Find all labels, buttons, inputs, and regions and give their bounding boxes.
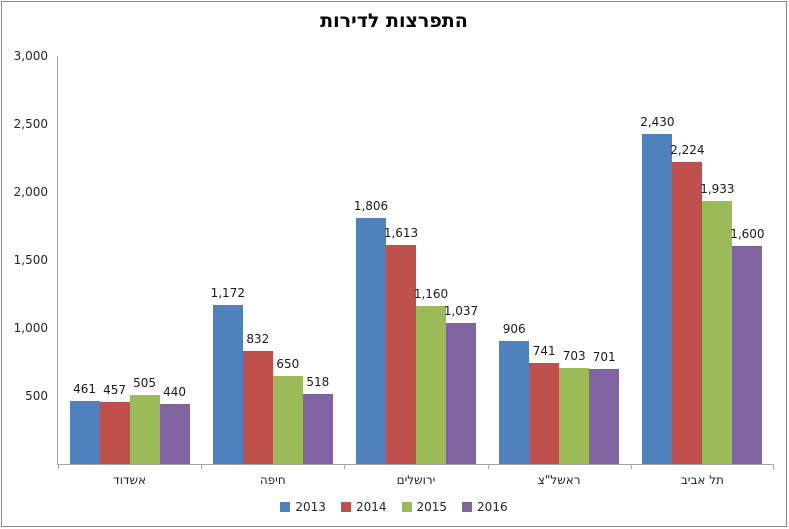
bar-value-label: 505 [133, 376, 157, 391]
bar-value-label: 1,160 [413, 287, 449, 302]
legend-item-2016: 2016 [462, 500, 508, 514]
x-axis-category-label: חיפה [259, 473, 286, 487]
bar-2015 [416, 306, 446, 464]
x-axis-category-label: ראשל"צ [537, 473, 581, 487]
chart-title: התפרצות לדירות [320, 10, 468, 32]
bar-2013 [642, 133, 673, 464]
bar-value-label: 1,933 [700, 182, 735, 197]
bar-2016 [589, 368, 620, 464]
legend: 2013 2014 2015 2016 [2, 498, 786, 516]
bar-2013 [212, 304, 243, 464]
y-axis: 500 1,000 1,500 2,000 2,500 3,000 [2, 49, 48, 464]
bar-value-label: 518 [306, 374, 330, 389]
legend-swatch-icon [340, 502, 351, 512]
bar-value-label: 1,037 [443, 303, 479, 318]
y-axis-tick-label: 1,500 [13, 253, 48, 267]
bar-2016 [446, 322, 476, 464]
bar-2013 [69, 401, 100, 464]
bar-2014 [386, 244, 416, 464]
bar-value-label: 457 [103, 382, 127, 397]
bar-2014 [242, 350, 273, 464]
legend-swatch-icon [462, 502, 473, 512]
bar-2013 [356, 218, 386, 464]
x-axis-category-label: תל אביב [680, 473, 724, 487]
legend-item-2014: 2014 [340, 500, 387, 514]
bar-value-label: 1,806 [353, 199, 389, 214]
bar-value-label: 650 [276, 356, 300, 371]
bar-2015 [559, 368, 590, 464]
y-axis-tick-label: 2,000 [13, 185, 48, 199]
legend-swatch-icon [401, 502, 412, 512]
x-axis-tick [631, 464, 632, 469]
bar-value-label: 1,613 [383, 225, 419, 240]
bar-2014 [529, 363, 560, 464]
bar-value-label: 701 [592, 349, 616, 364]
legend-swatch-icon [280, 502, 291, 512]
bar-value-label: 906 [502, 321, 526, 336]
bar-2015 [129, 395, 160, 464]
bar-2016 [732, 246, 763, 464]
y-axis-tick-label: 3,000 [13, 49, 48, 63]
bar-value-label: 1,600 [730, 227, 765, 242]
bar-2014 [99, 401, 130, 464]
x-axis-tick [201, 464, 202, 469]
legend-label: 2016 [477, 500, 508, 514]
bar-value-label: 832 [246, 331, 270, 346]
plot-area: 461 457 505 440 אשדוד 1,172 832 650 518 חיפה 1,806… [57, 56, 774, 487]
x-axis-tick [344, 464, 345, 469]
bar-2015 [702, 201, 733, 464]
bar-value-label: 461 [73, 382, 97, 397]
bar-2015 [272, 375, 303, 464]
x-axis-category-label: ירושלים [396, 473, 436, 487]
bar-2016 [302, 393, 333, 464]
legend-label: 2013 [295, 500, 326, 514]
bar-2014 [672, 161, 703, 464]
bar-value-label: 1,172 [210, 285, 245, 300]
legend-item-2015: 2015 [401, 500, 448, 514]
y-axis-tick-label: 500 [25, 389, 48, 403]
bar-value-label: 2,224 [670, 142, 705, 157]
x-axis-tick [488, 464, 489, 469]
y-axis-tick-label: 2,500 [13, 117, 48, 131]
y-axis-tick-label: 1,000 [13, 321, 48, 335]
legend-label: 2015 [416, 500, 448, 514]
x-axis-category-label: אשדוד [113, 473, 147, 487]
x-axis-tick [58, 464, 59, 469]
bar-2016 [159, 404, 190, 464]
x-axis-tick [773, 464, 774, 469]
bar-value-label: 703 [562, 349, 586, 364]
legend-label: 2014 [355, 500, 387, 514]
bar-2013 [499, 340, 530, 464]
bar-value-label: 741 [532, 344, 556, 359]
bar-value-label: 440 [163, 385, 187, 400]
legend-item-2013: 2013 [280, 500, 326, 514]
bar-value-label: 2,430 [640, 114, 675, 129]
